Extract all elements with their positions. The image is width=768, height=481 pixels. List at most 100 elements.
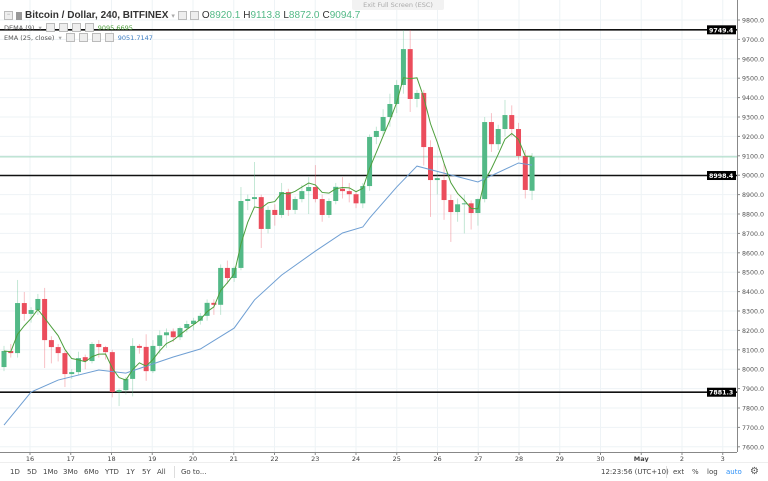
eye-icon[interactable] xyxy=(177,11,187,20)
close-icon[interactable] xyxy=(84,23,94,32)
symbol-title[interactable]: Bitcoin / Dollar, 240, BITFINEX xyxy=(25,10,169,21)
candle xyxy=(421,89,427,166)
low-label: L xyxy=(283,10,289,21)
price-tick-label: 9800.0 xyxy=(742,18,764,25)
candle xyxy=(28,307,34,323)
candle-body xyxy=(516,129,522,156)
level-price-badge xyxy=(707,387,736,397)
candle xyxy=(333,182,339,205)
candle xyxy=(55,343,61,362)
candle-body xyxy=(265,209,271,229)
price-tick-label: 9700.0 xyxy=(742,37,764,44)
range-3mo-button[interactable]: 3Mo xyxy=(63,468,78,476)
candle-body xyxy=(211,302,217,305)
candle xyxy=(292,196,298,214)
time-tick-label: 24 xyxy=(352,455,360,462)
candle xyxy=(184,320,190,333)
time-tick-label: 3 xyxy=(721,455,725,462)
eye-icon[interactable] xyxy=(45,23,55,32)
range-5d-button[interactable]: 5D xyxy=(27,468,37,476)
ema-label[interactable]: EMA (25, close) xyxy=(4,33,55,42)
price-axis[interactable]: 9800.0 9700.0 9600.0 9500.0 9400.0 9300.0 9200… xyxy=(707,0,764,452)
candle-body xyxy=(163,332,169,336)
range-1y-button[interactable]: 1Y xyxy=(126,468,135,476)
chevron-down-icon[interactable]: ▾ xyxy=(58,33,62,42)
chevron-down-icon[interactable]: ▾ xyxy=(171,12,175,20)
range-all-button[interactable]: All xyxy=(157,468,166,476)
gear-icon[interactable]: ⚙ xyxy=(750,466,759,477)
candle xyxy=(373,126,379,145)
candle-body xyxy=(312,187,318,200)
range-ytd-button[interactable]: YTD xyxy=(105,468,119,476)
settings-icon[interactable] xyxy=(58,23,68,32)
candle-body xyxy=(502,115,508,130)
candle-body xyxy=(197,315,203,321)
candle xyxy=(441,163,447,220)
candle xyxy=(434,171,440,195)
symbol-icon xyxy=(16,11,22,20)
candle-body xyxy=(150,345,156,372)
time-tick-label: 20 xyxy=(189,455,197,462)
candle-body xyxy=(35,298,41,311)
range-1mo-button[interactable]: 1Mo xyxy=(43,468,58,476)
add-icon[interactable] xyxy=(71,23,81,32)
range-6mo-button[interactable]: 6Mo xyxy=(84,468,99,476)
candle xyxy=(251,162,257,207)
auto-toggle[interactable]: auto xyxy=(726,468,742,476)
time-tick-label: 19 xyxy=(148,455,156,462)
settings-icon[interactable] xyxy=(78,33,88,42)
eye-icon[interactable] xyxy=(65,33,75,42)
settings-icon[interactable] xyxy=(189,11,199,20)
candle xyxy=(387,93,393,127)
candle-body xyxy=(123,378,129,391)
percent-toggle[interactable]: % xyxy=(692,468,699,476)
range-5y-button[interactable]: 5Y xyxy=(142,468,151,476)
goto-button[interactable]: Go to... xyxy=(181,468,207,476)
candle-body xyxy=(495,129,501,145)
candle-body xyxy=(62,353,68,375)
ema-legend: EMA (25, close) ▾ 9051.7147 xyxy=(4,33,153,42)
horizontal-levels[interactable] xyxy=(0,29,737,394)
time-axis[interactable]: 16 17 18 19 20 21 22 23 24 25 26 27 28 29 30 May 2 3 xyxy=(0,452,737,462)
candle xyxy=(380,109,386,137)
candle-body xyxy=(380,117,386,131)
add-icon[interactable] xyxy=(91,33,101,42)
dema-legend: DEMA (9) ▾ 9095.6695 xyxy=(4,23,133,32)
price-tick-label: 9000.0 xyxy=(742,173,764,180)
chevron-down-icon[interactable]: ▾ xyxy=(38,23,42,32)
candle-body xyxy=(400,49,406,85)
collapse-icon[interactable]: − xyxy=(4,11,13,20)
candle-body xyxy=(333,186,339,202)
candle-body xyxy=(509,115,515,130)
candle-body xyxy=(75,358,81,373)
candle xyxy=(529,153,535,201)
candle-body xyxy=(353,194,359,204)
candle-body xyxy=(1,350,7,368)
candle xyxy=(109,349,115,398)
price-tick-label: 7600.0 xyxy=(742,444,764,451)
candle-body xyxy=(367,136,373,187)
candle-body xyxy=(346,191,352,195)
candle-body xyxy=(292,199,298,210)
candle-body xyxy=(224,267,230,279)
time-tick-label: 30 xyxy=(596,455,604,462)
close-icon[interactable] xyxy=(104,33,114,42)
ext-toggle[interactable]: ext xyxy=(673,468,685,476)
candle xyxy=(42,287,48,369)
dema-label[interactable]: DEMA (9) xyxy=(4,23,35,32)
candle-body xyxy=(109,352,115,393)
candle xyxy=(360,182,366,209)
exit-fullscreen-button[interactable]: Exit Full Screen (ESC) xyxy=(352,0,444,10)
range-1d-button[interactable]: 1D xyxy=(10,468,20,476)
candle xyxy=(35,293,41,315)
price-tick-label: 8100.0 xyxy=(742,347,764,354)
candle-body xyxy=(177,328,183,338)
log-toggle[interactable]: log xyxy=(707,468,718,476)
price-chart[interactable]: 9800.0 9700.0 9600.0 9500.0 9400.0 9300.0 9200… xyxy=(0,0,768,462)
candle-body xyxy=(387,104,393,117)
candle xyxy=(197,312,203,325)
candle-body xyxy=(48,340,54,348)
low-value: 8872.0 xyxy=(288,10,320,21)
level-price-badge xyxy=(707,25,736,35)
dema-line xyxy=(3,77,533,381)
